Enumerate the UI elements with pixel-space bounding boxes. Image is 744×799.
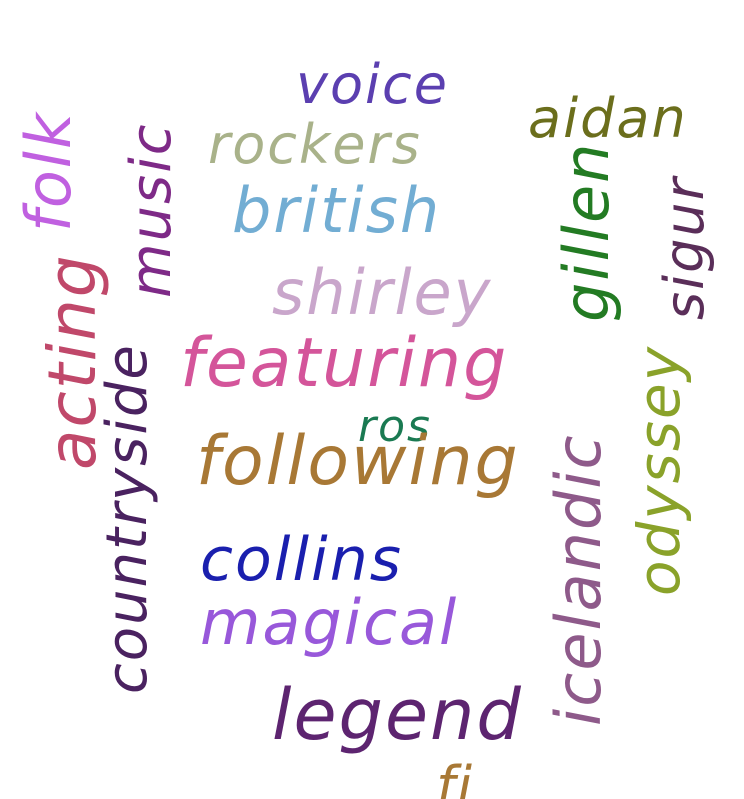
word-odyssey: odyssey [625, 344, 693, 596]
word-legend: legend [272, 674, 523, 756]
word-gillen: gillen [550, 141, 623, 322]
word-following: following [196, 422, 520, 501]
word-british: british [232, 174, 442, 247]
word-sigur: sigur [653, 176, 716, 320]
word-icelandic: icelandic [542, 433, 615, 726]
word-voice: voice [296, 53, 449, 116]
word-magical: magical [200, 586, 459, 659]
word-aidan: aidan [528, 87, 688, 150]
word-music: music [119, 122, 184, 298]
word-countryside: countryside [95, 343, 160, 694]
word-rockers: rockers [208, 113, 422, 176]
word-ros: ros [358, 401, 432, 452]
word-collins: collins [200, 525, 403, 595]
word-folk: folk [12, 111, 85, 232]
word-partial: fi [436, 755, 475, 799]
word-featuring: featuring [180, 324, 509, 403]
word-shirley: shirley [272, 256, 493, 329]
